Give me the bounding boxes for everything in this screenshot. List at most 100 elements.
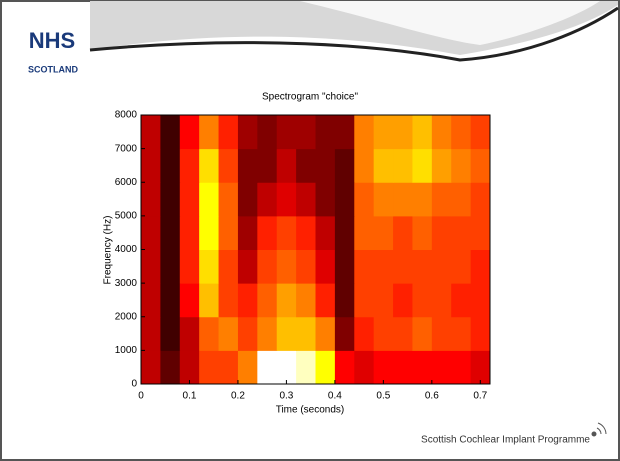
spectrogram-cell bbox=[296, 249, 316, 284]
spectrogram-cell bbox=[218, 182, 239, 217]
spectrogram-cell bbox=[354, 115, 375, 150]
spectrogram-cell bbox=[237, 249, 258, 284]
spectrogram-cell bbox=[334, 316, 355, 351]
spectrogram-cell bbox=[393, 350, 413, 385]
spectrogram-cell bbox=[218, 316, 239, 351]
spectrogram-cell bbox=[199, 283, 220, 318]
x-tick-label: 0.5 bbox=[376, 391, 390, 402]
spectrogram-cell bbox=[237, 182, 258, 217]
spectrogram-cell bbox=[393, 316, 413, 351]
spectrogram-cell bbox=[237, 215, 258, 250]
spectrogram-cell bbox=[199, 148, 220, 183]
spectrogram-cell bbox=[470, 249, 491, 284]
spectrogram-cell bbox=[257, 182, 278, 217]
logo-sub: SCOTLAND bbox=[28, 64, 78, 74]
spectrogram-cell bbox=[296, 350, 316, 385]
spectrogram-cell bbox=[373, 283, 394, 318]
spectrogram-cell bbox=[179, 182, 200, 217]
spectrogram-cell bbox=[451, 350, 472, 385]
spectrogram-cell bbox=[218, 283, 239, 318]
spectrogram-cell bbox=[199, 182, 220, 217]
spectrogram-cell bbox=[315, 283, 336, 318]
spectrogram-cell bbox=[451, 215, 472, 250]
spectrogram-cell bbox=[373, 350, 394, 385]
spectrogram-cell bbox=[276, 283, 297, 318]
y-tick-label: 1000 bbox=[115, 345, 138, 356]
spectrogram-cell bbox=[141, 350, 161, 385]
spectrogram-cell bbox=[393, 215, 413, 250]
spectrogram-cell bbox=[199, 115, 220, 150]
x-tick-label: 0.1 bbox=[183, 391, 197, 402]
spectrogram-cell bbox=[160, 215, 181, 250]
spectrogram-cell bbox=[257, 215, 278, 250]
spectrogram-cell bbox=[315, 115, 336, 150]
spectrogram-cell bbox=[470, 215, 491, 250]
spectrogram-cell bbox=[373, 249, 394, 284]
spectrogram-cell bbox=[276, 350, 297, 385]
spectrogram-cell bbox=[179, 215, 200, 250]
spectrogram-cell bbox=[412, 350, 433, 385]
spectrogram-cell bbox=[160, 316, 181, 351]
spectrogram-cell bbox=[373, 115, 394, 150]
spectrogram-cell bbox=[393, 249, 413, 284]
spectrogram-cell bbox=[354, 215, 375, 250]
spectrogram-cell bbox=[354, 148, 375, 183]
spectrogram-cell bbox=[257, 249, 278, 284]
spectrogram-cell bbox=[412, 182, 433, 217]
spectrogram-cell bbox=[141, 215, 161, 250]
x-tick-label: 0 bbox=[138, 391, 144, 402]
y-axis-label: Frequency (Hz) bbox=[103, 216, 114, 285]
spectrogram-cell bbox=[141, 249, 161, 284]
spectrogram-cell bbox=[218, 249, 239, 284]
spectrogram-cell bbox=[199, 350, 220, 385]
spectrogram-cell bbox=[334, 148, 355, 183]
x-tick-label: 0.2 bbox=[231, 391, 245, 402]
y-tick-label: 0 bbox=[131, 379, 137, 390]
spectrogram-cell bbox=[315, 148, 336, 183]
signal-icon bbox=[591, 422, 607, 437]
spectrogram-cell bbox=[412, 148, 433, 183]
spectrogram-cell bbox=[237, 283, 258, 318]
y-tick-label: 6000 bbox=[115, 177, 138, 188]
spectrogram-cell bbox=[431, 316, 452, 351]
spectrogram-cell bbox=[276, 182, 297, 217]
spectrogram-cell bbox=[412, 316, 433, 351]
spectrogram-cell bbox=[470, 350, 491, 385]
spectrogram-cell bbox=[334, 350, 355, 385]
spectrogram-cell bbox=[412, 283, 433, 318]
spectrogram-cell bbox=[160, 148, 181, 183]
spectrogram-cell bbox=[451, 148, 472, 183]
y-tick-label: 4000 bbox=[115, 244, 138, 255]
spectrogram-cell bbox=[199, 249, 220, 284]
y-tick-label: 7000 bbox=[115, 143, 138, 154]
spectrogram-cell bbox=[237, 350, 258, 385]
spectrogram-cell bbox=[237, 316, 258, 351]
spectrogram-cell bbox=[315, 215, 336, 250]
spectrogram-cell bbox=[141, 283, 161, 318]
spectrogram-cell bbox=[160, 115, 181, 150]
spectrogram-cell bbox=[315, 249, 336, 284]
header-swoosh bbox=[89, 6, 619, 62]
logo: NHS bbox=[29, 28, 75, 53]
spectrogram-cell bbox=[354, 350, 375, 385]
spectrogram-cell bbox=[431, 215, 452, 250]
x-tick-label: 0.3 bbox=[279, 391, 293, 402]
spectrogram-cell bbox=[373, 215, 394, 250]
spectrogram-cell bbox=[334, 182, 355, 217]
spectrogram-cell bbox=[431, 249, 452, 284]
spectrogram-cell bbox=[218, 148, 239, 183]
spectrogram-cell bbox=[141, 316, 161, 351]
spectrogram-cell bbox=[296, 316, 316, 351]
spectrogram-cell bbox=[218, 350, 239, 385]
spectrogram-cell bbox=[431, 148, 452, 183]
spectrogram-cell bbox=[179, 316, 200, 351]
y-tick-label: 3000 bbox=[115, 278, 138, 289]
x-tick-label: 0.7 bbox=[473, 391, 487, 402]
x-tick-label: 0.6 bbox=[425, 391, 439, 402]
spectrogram-cell bbox=[412, 115, 433, 150]
spectrogram-cell bbox=[218, 115, 239, 150]
footer: Scottish Cochlear Implant Programme bbox=[421, 435, 590, 446]
spectrogram-cell bbox=[373, 316, 394, 351]
spectrogram-cell bbox=[334, 283, 355, 318]
